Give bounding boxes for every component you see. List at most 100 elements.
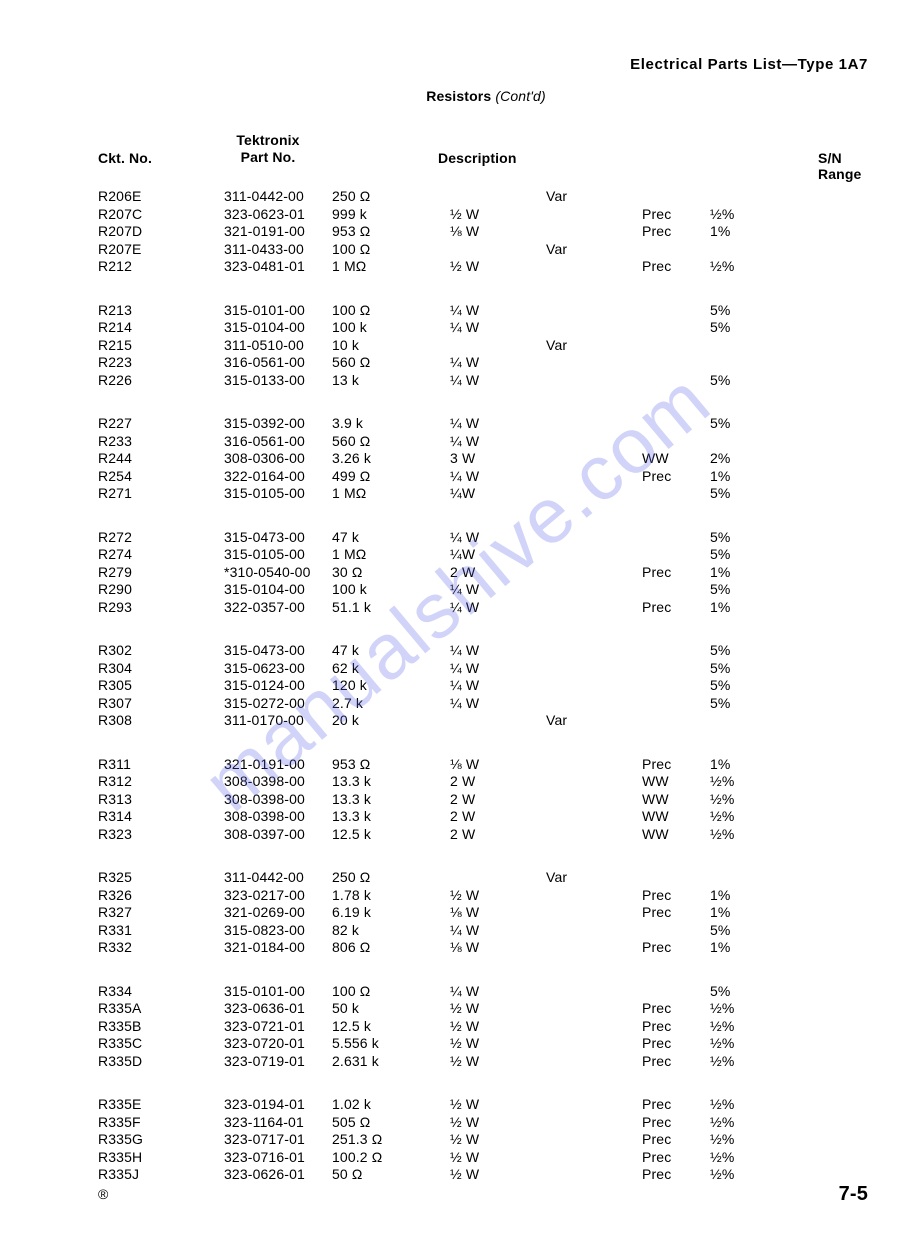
tolerance: 5% (710, 529, 770, 547)
table-row: R212323-0481-011 MΩ½ WPrec½% (98, 258, 874, 276)
table-row: R335J323-0626-0150 Ω½ WPrec½% (98, 1166, 874, 1184)
table-row: R335C323-0720-015.556 k½ WPrec½% (98, 1035, 874, 1053)
wattage: ¼ W (450, 433, 546, 451)
type: Prec (642, 939, 710, 957)
value: 62 k (332, 660, 450, 678)
variant (546, 983, 642, 1001)
ckt-no: R271 (98, 485, 224, 503)
ckt-no: R307 (98, 695, 224, 713)
type (642, 337, 710, 355)
tolerance: ½% (710, 258, 770, 276)
ckt-no: R215 (98, 337, 224, 355)
part-no: 308-0397-00 (224, 826, 332, 844)
tolerance (710, 337, 770, 355)
type: Prec (642, 468, 710, 486)
type (642, 546, 710, 564)
tolerance: 5% (710, 677, 770, 695)
ckt-no: R212 (98, 258, 224, 276)
table-row: R213315-0101-00100 Ω¼ W5% (98, 302, 874, 320)
tolerance (710, 433, 770, 451)
section-title: Resistors (Cont'd) (98, 88, 874, 104)
part-no: 311-0442-00 (224, 869, 332, 887)
variant (546, 372, 642, 390)
wattage (450, 712, 546, 730)
value: 100 Ω (332, 302, 450, 320)
wattage: ¼ W (450, 581, 546, 599)
value: 47 k (332, 529, 450, 547)
type: Prec (642, 1149, 710, 1167)
table-row: R223316-0561-00560 Ω¼ W (98, 354, 874, 372)
table-row: R290315-0104-00100 k¼ W5% (98, 581, 874, 599)
type: Prec (642, 599, 710, 617)
tolerance: 2% (710, 450, 770, 468)
wattage (450, 188, 546, 206)
table-row: R308311-0170-0020 kVar (98, 712, 874, 730)
value: 12.5 k (332, 1018, 450, 1036)
part-no: 323-0717-01 (224, 1131, 332, 1149)
tolerance: 1% (710, 904, 770, 922)
wattage: ¼W (450, 546, 546, 564)
value: 953 Ω (332, 756, 450, 774)
row-group: R206E311-0442-00250 ΩVarR207C323-0623-01… (98, 188, 874, 276)
variant (546, 546, 642, 564)
tolerance: ½% (710, 1000, 770, 1018)
table-row: R313308-0398-0013.3 k2 WWW½% (98, 791, 874, 809)
tolerance: 1% (710, 756, 770, 774)
table-row: R335E323-0194-011.02 k½ WPrec½% (98, 1096, 874, 1114)
type (642, 372, 710, 390)
variant (546, 660, 642, 678)
tolerance: 5% (710, 983, 770, 1001)
variant (546, 564, 642, 582)
variant (546, 1114, 642, 1132)
type (642, 869, 710, 887)
part-no: 315-0823-00 (224, 922, 332, 940)
part-no: 323-0623-01 (224, 206, 332, 224)
part-no: 311-0442-00 (224, 188, 332, 206)
wattage: 3 W (450, 450, 546, 468)
value: 505 Ω (332, 1114, 450, 1132)
wattage: ½ W (450, 1035, 546, 1053)
type: Prec (642, 206, 710, 224)
section-title-bold: Resistors (426, 88, 491, 104)
type: Prec (642, 258, 710, 276)
tolerance: 1% (710, 223, 770, 241)
table-row: R272315-0473-0047 k¼ W5% (98, 529, 874, 547)
part-no: 315-0101-00 (224, 983, 332, 1001)
type (642, 302, 710, 320)
part-no: 308-0306-00 (224, 450, 332, 468)
variant (546, 258, 642, 276)
type (642, 485, 710, 503)
type: Prec (642, 887, 710, 905)
tolerance: 5% (710, 546, 770, 564)
tolerance: 5% (710, 660, 770, 678)
type: Prec (642, 756, 710, 774)
tolerance: ½% (710, 1053, 770, 1071)
value: 50 k (332, 1000, 450, 1018)
row-group: R227315-0392-003.9 k¼ W5%R233316-0561-00… (98, 415, 874, 503)
table-row: R227315-0392-003.9 k¼ W5% (98, 415, 874, 433)
type: WW (642, 808, 710, 826)
table-row: R335H323-0716-01100.2 Ω½ WPrec½% (98, 1149, 874, 1167)
variant (546, 1166, 642, 1184)
tolerance: 5% (710, 485, 770, 503)
variant (546, 1131, 642, 1149)
wattage: ½ W (450, 258, 546, 276)
tolerance: 5% (710, 922, 770, 940)
value: 1.02 k (332, 1096, 450, 1114)
row-group: R213315-0101-00100 Ω¼ W5%R214315-0104-00… (98, 302, 874, 390)
ckt-no: R304 (98, 660, 224, 678)
tolerance: 1% (710, 887, 770, 905)
column-headings: Ckt. No. Tektronix Part No. Description … (98, 132, 874, 176)
value: 1.78 k (332, 887, 450, 905)
section-title-italic: (Cont'd) (495, 88, 545, 104)
tolerance: ½% (710, 808, 770, 826)
ckt-no: R334 (98, 983, 224, 1001)
row-group: R272315-0473-0047 k¼ W5%R274315-0105-001… (98, 529, 874, 617)
part-no: 323-0194-01 (224, 1096, 332, 1114)
variant (546, 773, 642, 791)
value: 47 k (332, 642, 450, 660)
wattage: ⅛ W (450, 223, 546, 241)
type: Prec (642, 1053, 710, 1071)
ckt-no: R305 (98, 677, 224, 695)
table-row: R335D323-0719-012.631 k½ WPrec½% (98, 1053, 874, 1071)
